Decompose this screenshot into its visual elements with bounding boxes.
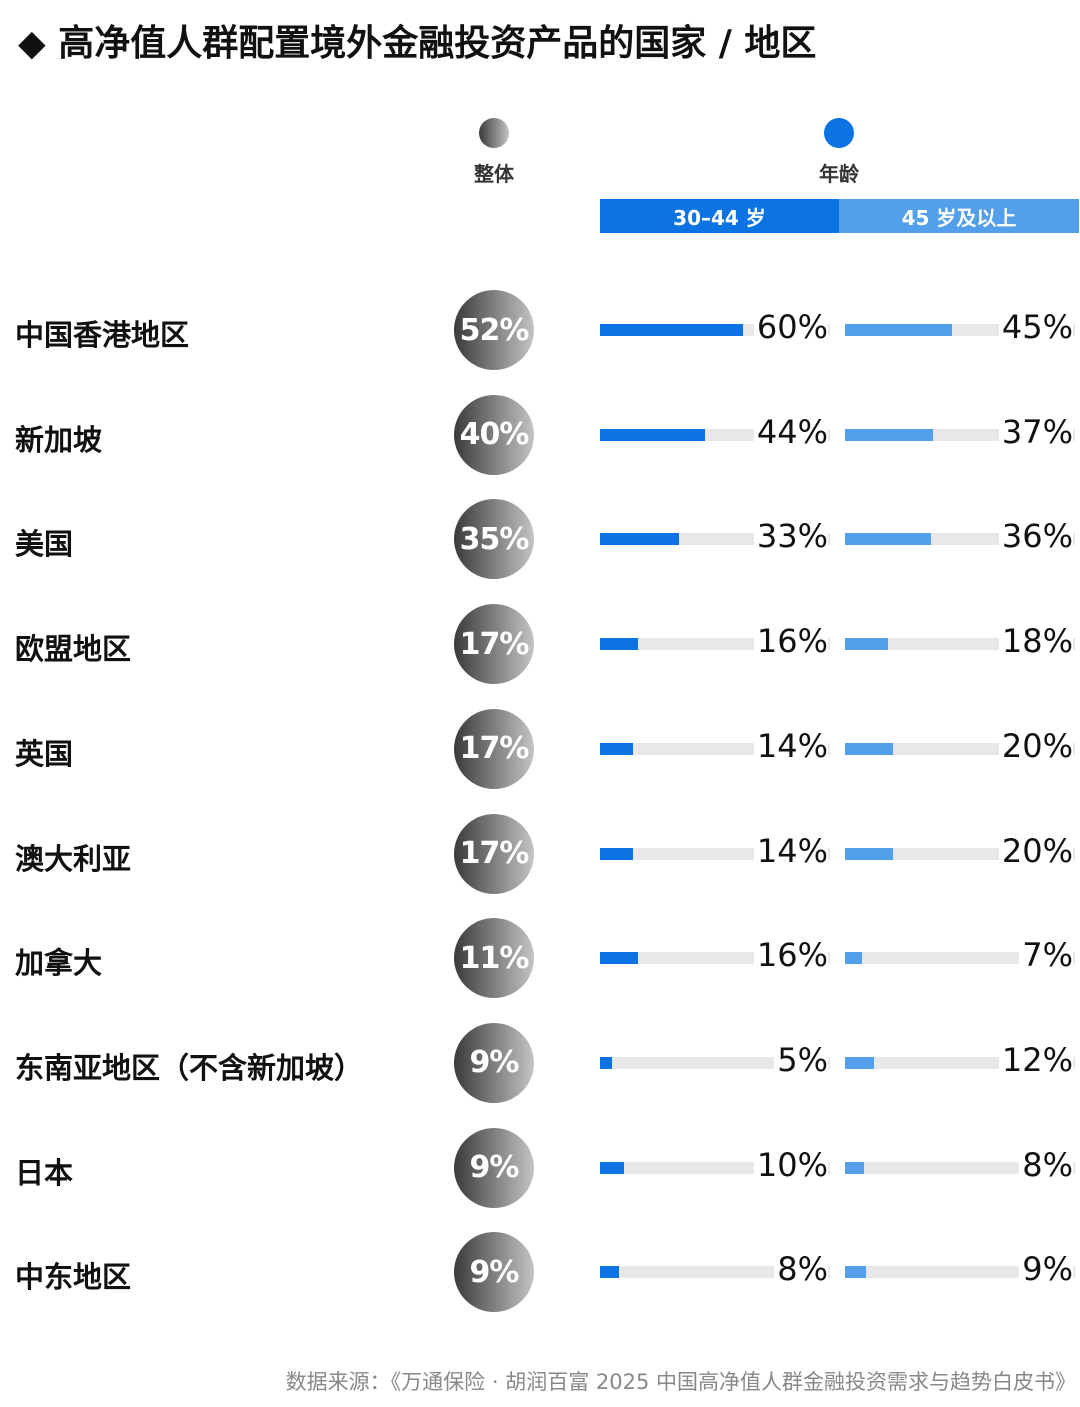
chart-row: 中国香港地区 52% 60% 45% [0,290,1080,370]
overall-bubble: 9% [454,1127,534,1208]
age-30-44-value: 14% [753,726,828,765]
age-45-plus-value: 20% [998,831,1073,870]
age-45-plus-bar [845,533,931,546]
age-30-44-value: 16% [753,622,828,661]
age-45-plus-value: 8% [1019,1145,1073,1184]
overall-value: 17% [459,836,530,871]
category-label: 新加坡 [15,422,103,457]
chart-row: 美国 35% 33% 36% [0,499,1080,580]
age-30-44-bar [600,428,705,441]
chart-row: 加拿大 11% 16% 7% [0,918,1080,999]
age-45-plus-track [845,1266,1075,1279]
age-30-44-bar [600,1266,620,1279]
overall-bubble: 40% [454,394,534,475]
overall-value: 17% [459,626,530,662]
overall-bubble: 52% [454,290,534,370]
overall-value: 35% [459,521,530,557]
age-legend-label: 年龄 [819,162,859,186]
category-label: 日本 [15,1155,74,1190]
age-30-44-track [600,1266,830,1279]
age-45-plus-bar [845,428,934,441]
category-label: 中东地区 [15,1260,132,1295]
category-label: 美国 [15,527,74,562]
age-header-30-44: 30–44 岁 [600,199,839,233]
overall-legend-dot [479,118,509,148]
age-45-plus-value: 20% [998,726,1073,765]
age-30-44-bar [600,638,639,651]
age-30-44-value: 8% [774,1250,828,1289]
chart-row: 欧盟地区 17% 16% 18% [0,604,1080,685]
age-30-44-value: 14% [753,831,828,870]
overall-bubble: 17% [454,813,534,894]
age-45-plus-bar [845,1056,874,1069]
chart-row: 东南亚地区（不含新加坡） 9% 5% 12% [0,1022,1080,1103]
age-30-44-value: 10% [753,1145,828,1184]
overall-value: 9% [469,1150,520,1186]
age-45-plus-bar [845,952,862,965]
age-45-plus-value: 18% [998,622,1073,661]
age-30-44-bar [600,533,679,546]
age-45-plus-value: 45% [998,308,1073,346]
overall-legend-label: 整体 [474,162,514,186]
chart-row: 中东地区 9% 8% 9% [0,1232,1080,1313]
overall-bubble: 9% [454,1232,534,1313]
age-30-44-value: 5% [774,1040,828,1079]
age-45-plus-bar [845,742,893,755]
category-label: 中国香港地区 [15,318,190,352]
overall-bubble: 17% [454,604,534,685]
age-45-plus-track [845,952,1075,965]
chart-row: 澳大利亚 17% 14% 20% [0,813,1080,894]
age-30-44-bar [600,1056,612,1069]
category-label: 英国 [15,736,74,771]
age-30-44-value: 16% [753,936,828,975]
category-label: 欧盟地区 [15,632,132,667]
age-legend-dot [824,118,854,148]
overall-value: 52% [459,312,530,348]
chart-row: 日本 9% 10% 8% [0,1127,1080,1208]
age-30-44-track [600,1056,830,1069]
chart-row: 新加坡 40% 44% 37% [0,394,1080,475]
overall-bubble: 9% [454,1022,534,1103]
age-45-plus-value: 36% [998,517,1073,556]
chart-row: 英国 17% 14% 20% [0,708,1080,789]
age-30-44-bar [600,847,634,860]
source-note: 数据来源：《万通保险 · 胡润百富 2025 中国高净值人群金融投资需求与趋势白… [285,1370,1076,1394]
age-45-plus-value: 37% [998,412,1073,451]
overall-bubble: 11% [454,918,534,999]
overall-value: 11% [459,940,530,976]
overall-value: 40% [459,417,530,453]
age-45-plus-bar [845,324,953,336]
overall-value: 9% [469,1254,520,1290]
age-30-44-bar [600,1161,624,1174]
age-45-plus-value: 9% [1019,1250,1073,1289]
age-45-plus-bar [845,1266,867,1279]
age-45-plus-value: 7% [1019,936,1073,975]
age-30-44-value: 44% [753,412,828,451]
category-label: 东南亚地区（不含新加坡） [15,1050,364,1085]
age-30-44-value: 60% [753,308,828,346]
overall-value: 17% [459,731,530,767]
age-45-plus-value: 12% [998,1040,1073,1079]
chart-title: ◆ 高净值人群配置境外金融投资产品的国家 / 地区 [18,23,817,64]
age-30-44-bar [600,952,639,965]
overall-value: 9% [469,1045,520,1081]
age-30-44-bar [600,742,634,755]
age-30-44-bar [600,324,743,336]
age-45-plus-bar [845,638,888,651]
overall-bubble: 17% [454,708,534,789]
age-30-44-value: 33% [753,517,828,556]
age-45-plus-bar [845,1161,865,1174]
category-label: 加拿大 [15,946,103,981]
category-label: 澳大利亚 [15,841,132,876]
overall-bubble: 35% [454,499,534,580]
age-45-plus-bar [845,847,893,860]
age-header-45-plus: 45 岁及以上 [839,199,1079,233]
age-45-plus-track [845,1161,1075,1174]
